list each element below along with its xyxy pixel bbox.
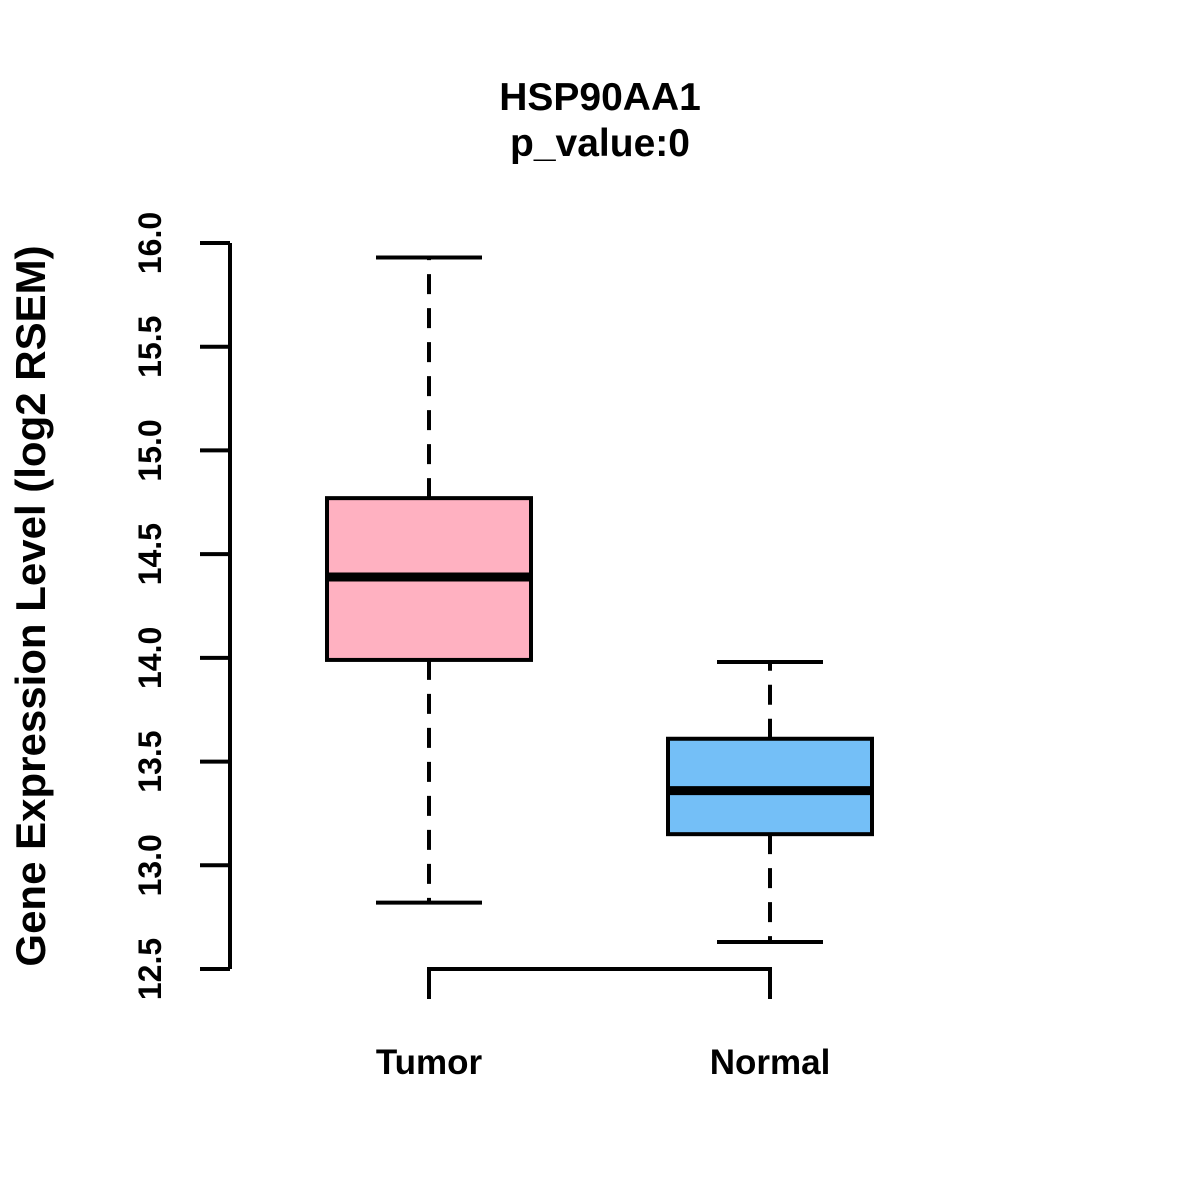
y-tick-label: 12.5 [132, 938, 168, 1000]
x-category-label: Tumor [376, 1043, 483, 1082]
box-normal [666, 660, 874, 945]
y-tick-label: 14.0 [132, 627, 168, 689]
x-axis-bracket [427, 967, 772, 999]
y-tick-label: 15.5 [132, 316, 168, 378]
y-tick-label: 14.5 [132, 523, 168, 585]
chart-title: HSP90AA1 [499, 76, 701, 119]
x-category-label: Normal [710, 1043, 831, 1082]
x-axis: Tumor Normal [376, 967, 831, 1082]
y-tick-label: 15.0 [132, 419, 168, 481]
y-axis: 12.5 13.0 13.5 14.0 14.5 15.0 15.5 16.0 [132, 212, 232, 1000]
y-tick-label: 13.0 [132, 834, 168, 896]
box-tumor [325, 255, 533, 905]
chart-subtitle: p_value:0 [510, 122, 690, 165]
y-tick-label: 13.5 [132, 730, 168, 792]
boxes-layer [325, 255, 874, 945]
y-axis-title: Gene Expression Level (log2 RSEM) [7, 245, 54, 966]
y-tick-label: 16.0 [132, 212, 168, 274]
